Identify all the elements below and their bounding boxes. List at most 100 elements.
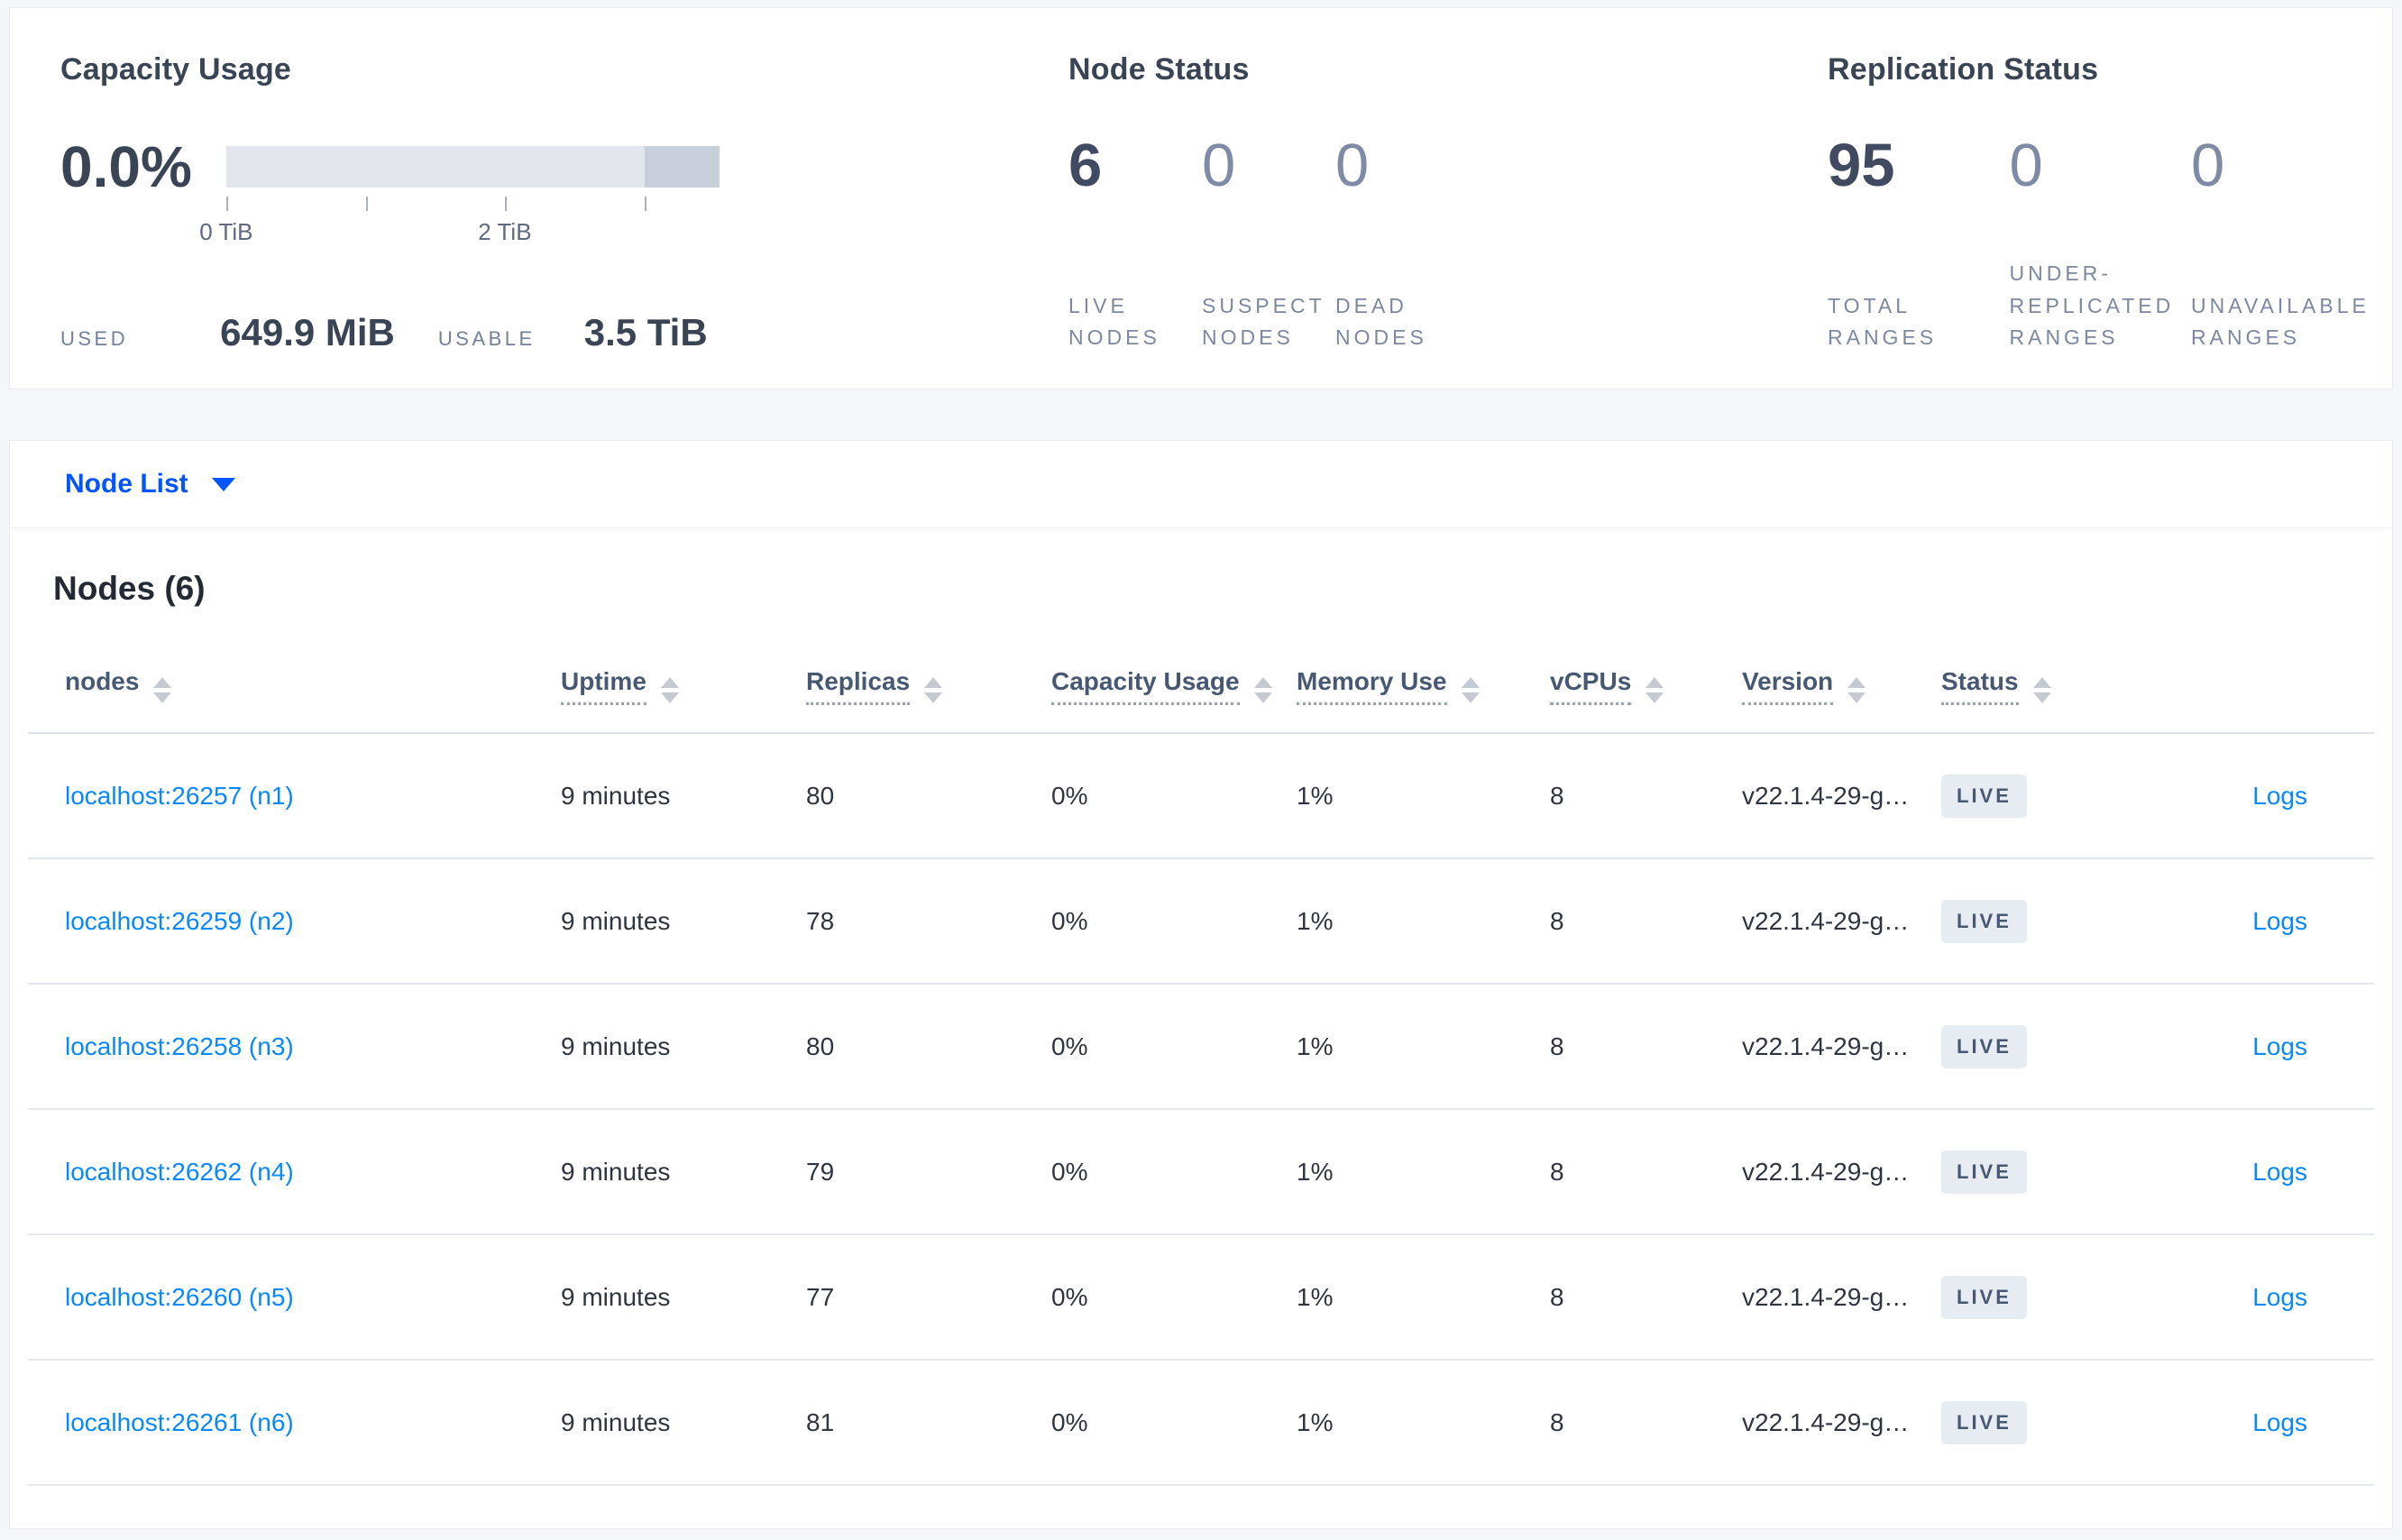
status-cell: LIVE xyxy=(1941,1360,2212,1486)
version-cell: v22.1.4-29-g… xyxy=(1742,858,1941,985)
logs-link[interactable]: Logs xyxy=(2252,1031,2307,1060)
status-badge: LIVE xyxy=(1941,1024,2027,1068)
capacity-stats-row: USED 649.9 MiB USABLE 3.5 TiB xyxy=(60,311,764,354)
uptime-cell: 9 minutes xyxy=(561,1360,806,1486)
node-status-title: Node Status xyxy=(1068,52,1250,87)
column-header-uptime[interactable]: Uptime xyxy=(561,635,806,734)
node-address-cell: localhost:26258 (n3) xyxy=(28,984,561,1110)
capacity-percent-value: 0.0% xyxy=(60,133,192,199)
replicas-cell: 79 xyxy=(806,1109,1051,1235)
replicas-cell: 77 xyxy=(806,1234,1051,1361)
status-cell: LIVE xyxy=(1941,1234,2212,1361)
status-badge: LIVE xyxy=(1941,774,2027,818)
logs-link[interactable]: Logs xyxy=(2252,781,2307,810)
status-badge: LIVE xyxy=(1941,1275,2027,1319)
sort-icon xyxy=(1646,677,1664,703)
usable-label: USABLE xyxy=(437,327,536,350)
sort-icon xyxy=(1253,677,1272,703)
logs-link[interactable]: Logs xyxy=(2252,1407,2307,1436)
logs-cell: Logs xyxy=(2212,858,2374,985)
column-header-label: Replicas xyxy=(806,667,911,705)
capacity-bar: 0 TiB 2 TiB xyxy=(199,145,720,251)
total-ranges-count: 95 xyxy=(1828,131,1895,199)
under-replicated-ranges-count: 0 xyxy=(2009,131,2043,199)
unavailable-ranges-label: UNAVAILABLE RANGES xyxy=(2191,293,2370,350)
memory-use-cell: 1% xyxy=(1297,858,1550,985)
column-header-label: Status xyxy=(1941,667,2019,705)
table-row: localhost:26260 (n5) 9 minutes 77 0% 1% 8 v22.… xyxy=(28,1234,2374,1361)
axis-tick-label: 0 TiB xyxy=(199,217,253,245)
node-address-cell: localhost:26260 (n5) xyxy=(28,1234,561,1361)
column-header-memory-use[interactable]: Memory Use xyxy=(1297,635,1550,734)
column-header-logs xyxy=(2212,635,2374,734)
unavailable-ranges-count: 0 xyxy=(2191,131,2225,199)
dead-nodes-stat: 0 DEAD NODES xyxy=(1335,88,1469,354)
status-cell: LIVE xyxy=(1941,858,2212,985)
column-header-status[interactable]: Status xyxy=(1941,635,2212,734)
capacity-usage-title: Capacity Usage xyxy=(60,52,292,87)
suspect-nodes-stat: 0 SUSPECT NODES xyxy=(1202,88,1335,354)
memory-use-cell: 1% xyxy=(1297,1360,1550,1486)
logs-link[interactable]: Logs xyxy=(2252,1282,2307,1311)
nodes-table-card: Nodes (6) nodes Uptime Replicas Capacity Us… xyxy=(9,528,2393,1529)
capacity-usage-cell: 0% xyxy=(1051,1234,1297,1361)
column-header-vcpus[interactable]: vCPUs xyxy=(1550,635,1742,734)
vcpus-cell: 8 xyxy=(1550,984,1742,1110)
used-label: USED xyxy=(60,327,129,350)
vcpus-cell: 8 xyxy=(1550,1109,1742,1235)
node-address-cell: localhost:26262 (n4) xyxy=(28,1109,561,1235)
column-header-capacity-usage[interactable]: Capacity Usage xyxy=(1051,635,1297,734)
logs-cell: Logs xyxy=(2212,1109,2374,1235)
status-cell: LIVE xyxy=(1941,1109,2212,1235)
replicas-cell: 80 xyxy=(806,733,1051,859)
axis-tick xyxy=(365,196,368,211)
capacity-usage-cell: 0% xyxy=(1051,1360,1297,1486)
sort-icon xyxy=(660,677,679,703)
node-address-link[interactable]: localhost:26258 (n3) xyxy=(65,1031,294,1060)
sort-icon xyxy=(153,677,172,703)
column-header-replicas[interactable]: Replicas xyxy=(806,635,1051,734)
node-address-link[interactable]: localhost:26260 (n5) xyxy=(65,1282,294,1311)
logs-cell: Logs xyxy=(2212,984,2374,1110)
suspect-nodes-count: 0 xyxy=(1202,131,1236,199)
view-selector-bar: Node List xyxy=(9,440,2393,528)
table-row: localhost:26261 (n6) 9 minutes 81 0% 1% 8 v22.… xyxy=(28,1360,2374,1486)
capacity-usage-cell: 0% xyxy=(1051,984,1297,1110)
node-address-link[interactable]: localhost:26257 (n1) xyxy=(65,781,294,810)
status-badge: LIVE xyxy=(1941,899,2027,943)
capacity-bar-track xyxy=(225,145,720,188)
table-header-row: nodes Uptime Replicas Capacity Usage Memory … xyxy=(28,635,2374,734)
uptime-cell: 9 minutes xyxy=(561,1109,806,1235)
column-header-label: nodes xyxy=(65,667,140,695)
under-replicated-ranges-stat: 0 UNDER-REPLICATED RANGES xyxy=(2010,88,2192,354)
node-address-cell: localhost:26261 (n6) xyxy=(28,1360,561,1486)
dead-nodes-count: 0 xyxy=(1335,131,1370,199)
version-cell: v22.1.4-29-g… xyxy=(1742,1109,1941,1235)
uptime-cell: 9 minutes xyxy=(561,733,806,859)
under-replicated-ranges-label: UNDER-REPLICATED RANGES xyxy=(2009,261,2175,350)
vcpus-cell: 8 xyxy=(1550,733,1742,859)
column-header-label: Memory Use xyxy=(1297,667,1447,705)
uptime-cell: 9 minutes xyxy=(561,1234,806,1361)
memory-use-cell: 1% xyxy=(1297,984,1550,1110)
total-ranges-label: TOTAL RANGES xyxy=(1828,293,1938,350)
node-address-link[interactable]: localhost:26261 (n6) xyxy=(65,1407,294,1436)
nodes-section-title: Nodes (6) xyxy=(53,570,206,607)
vcpus-cell: 8 xyxy=(1550,1360,1742,1486)
nodes-table: nodes Uptime Replicas Capacity Usage Memory … xyxy=(28,635,2374,1486)
column-header-label: Capacity Usage xyxy=(1051,667,1240,705)
node-list-dropdown[interactable]: Node List xyxy=(65,469,235,500)
version-cell: v22.1.4-29-g… xyxy=(1742,984,1941,1110)
logs-link[interactable]: Logs xyxy=(2252,1157,2307,1186)
status-badge: LIVE xyxy=(1941,1150,2027,1194)
node-address-link[interactable]: localhost:26262 (n4) xyxy=(65,1157,294,1186)
replicas-cell: 78 xyxy=(806,858,1051,985)
capacity-bar-reserved-segment xyxy=(644,145,720,188)
capacity-usage-chart: 0.0% 0 TiB 2 TiB xyxy=(60,133,764,251)
column-header-version[interactable]: Version xyxy=(1742,635,1941,734)
logs-link[interactable]: Logs xyxy=(2252,906,2307,935)
node-address-link[interactable]: localhost:26259 (n2) xyxy=(65,906,294,935)
column-header-nodes[interactable]: nodes xyxy=(28,635,561,734)
node-address-cell: localhost:26257 (n1) xyxy=(28,733,561,859)
